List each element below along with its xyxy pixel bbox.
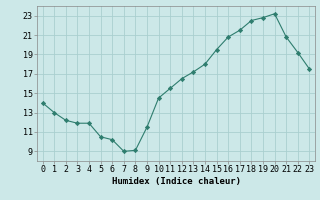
X-axis label: Humidex (Indice chaleur): Humidex (Indice chaleur) [111, 177, 241, 186]
